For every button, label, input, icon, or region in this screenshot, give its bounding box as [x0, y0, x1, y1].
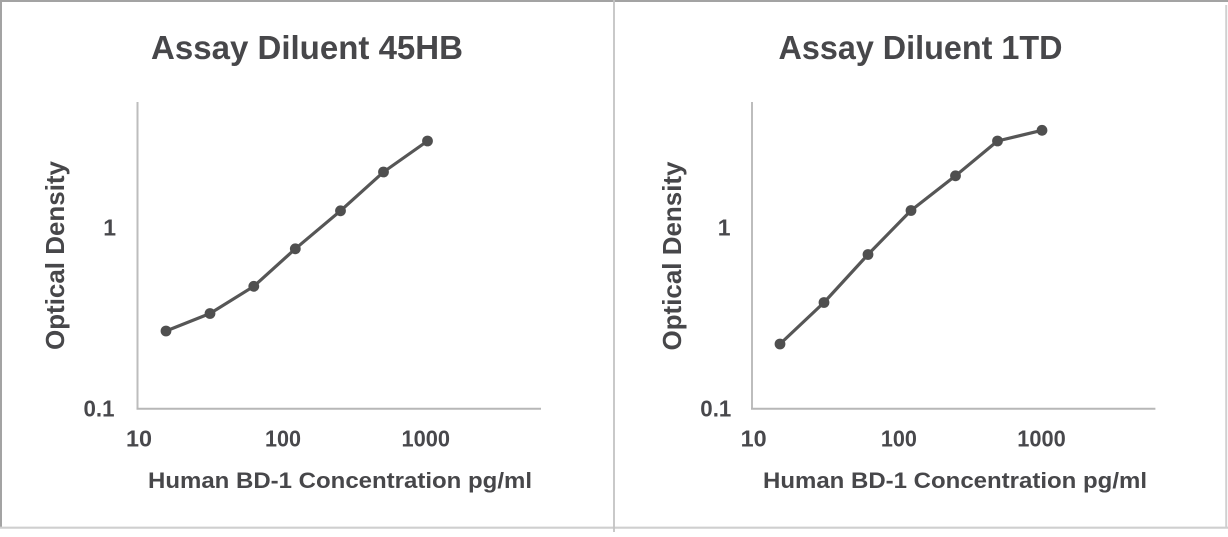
- svg-text:10: 10: [741, 425, 767, 451]
- svg-text:100: 100: [881, 425, 917, 451]
- svg-text:Assay Diluent 1TD: Assay Diluent 1TD: [779, 29, 1063, 66]
- svg-text:100: 100: [265, 425, 301, 451]
- svg-text:1: 1: [718, 214, 731, 240]
- svg-text:0.1: 0.1: [84, 395, 115, 421]
- svg-text:Optical Density: Optical Density: [657, 161, 687, 351]
- svg-text:Optical Density: Optical Density: [40, 160, 70, 350]
- svg-text:0.1: 0.1: [700, 395, 731, 421]
- svg-text:1: 1: [103, 214, 116, 240]
- svg-text:1000: 1000: [402, 425, 451, 451]
- svg-text:Assay Diluent 45HB: Assay Diluent 45HB: [151, 29, 463, 66]
- svg-text:10: 10: [126, 425, 152, 451]
- svg-text:1000: 1000: [1017, 425, 1066, 451]
- svg-text:Human BD-1 Concentration pg/ml: Human BD-1 Concentration pg/ml: [148, 468, 532, 493]
- svg-text:Human BD-1 Concentration pg/ml: Human BD-1 Concentration pg/ml: [763, 468, 1147, 493]
